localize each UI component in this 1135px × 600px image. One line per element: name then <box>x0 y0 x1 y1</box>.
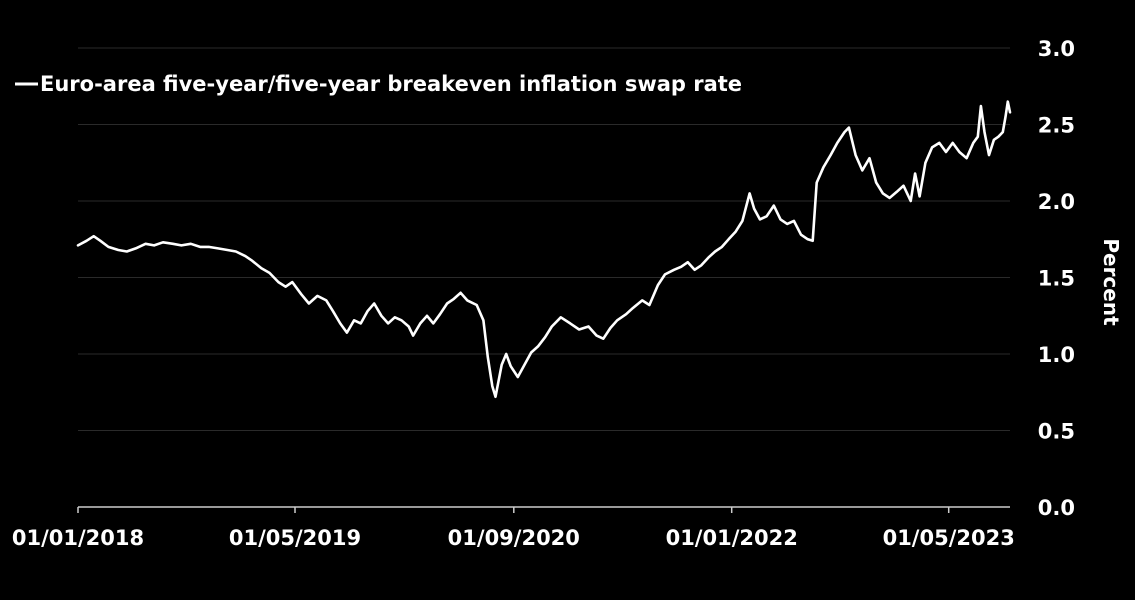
x-tick-label-4: 01/05/2023 <box>883 526 1015 550</box>
y-tick-label-6: 3.0 <box>1038 37 1075 61</box>
gridlines <box>78 47 1010 431</box>
x-tick-label-2: 01/09/2020 <box>448 526 580 550</box>
y-tick-label-1: 0.5 <box>1038 420 1075 444</box>
y-tick-label-3: 1.5 <box>1038 267 1075 291</box>
y-axis: 0.0 0.5 1.0 1.5 2.0 2.5 3.0 <box>1038 37 1075 520</box>
x-tick-label-3: 01/01/2022 <box>666 526 798 550</box>
y-axis-title: Percent <box>1099 238 1123 326</box>
legend: Euro-area five-year/five-year breakeven … <box>15 72 742 96</box>
x-tick-label-1: 01/05/2019 <box>229 526 361 550</box>
legend-label: Euro-area five-year/five-year breakeven … <box>40 72 742 96</box>
x-axis: 01/01/2018 01/05/2019 01/09/2020 01/01/2022… <box>12 506 1015 550</box>
y-tick-label-0: 0.0 <box>1038 496 1075 520</box>
series-layer <box>76 100 1012 399</box>
series-line-0 <box>76 100 1012 399</box>
y-tick-label-5: 2.5 <box>1038 114 1075 138</box>
x-tick-label-0: 01/01/2018 <box>12 526 144 550</box>
y-tick-label-4: 2.0 <box>1038 190 1075 214</box>
y-tick-label-2: 1.0 <box>1038 343 1075 367</box>
